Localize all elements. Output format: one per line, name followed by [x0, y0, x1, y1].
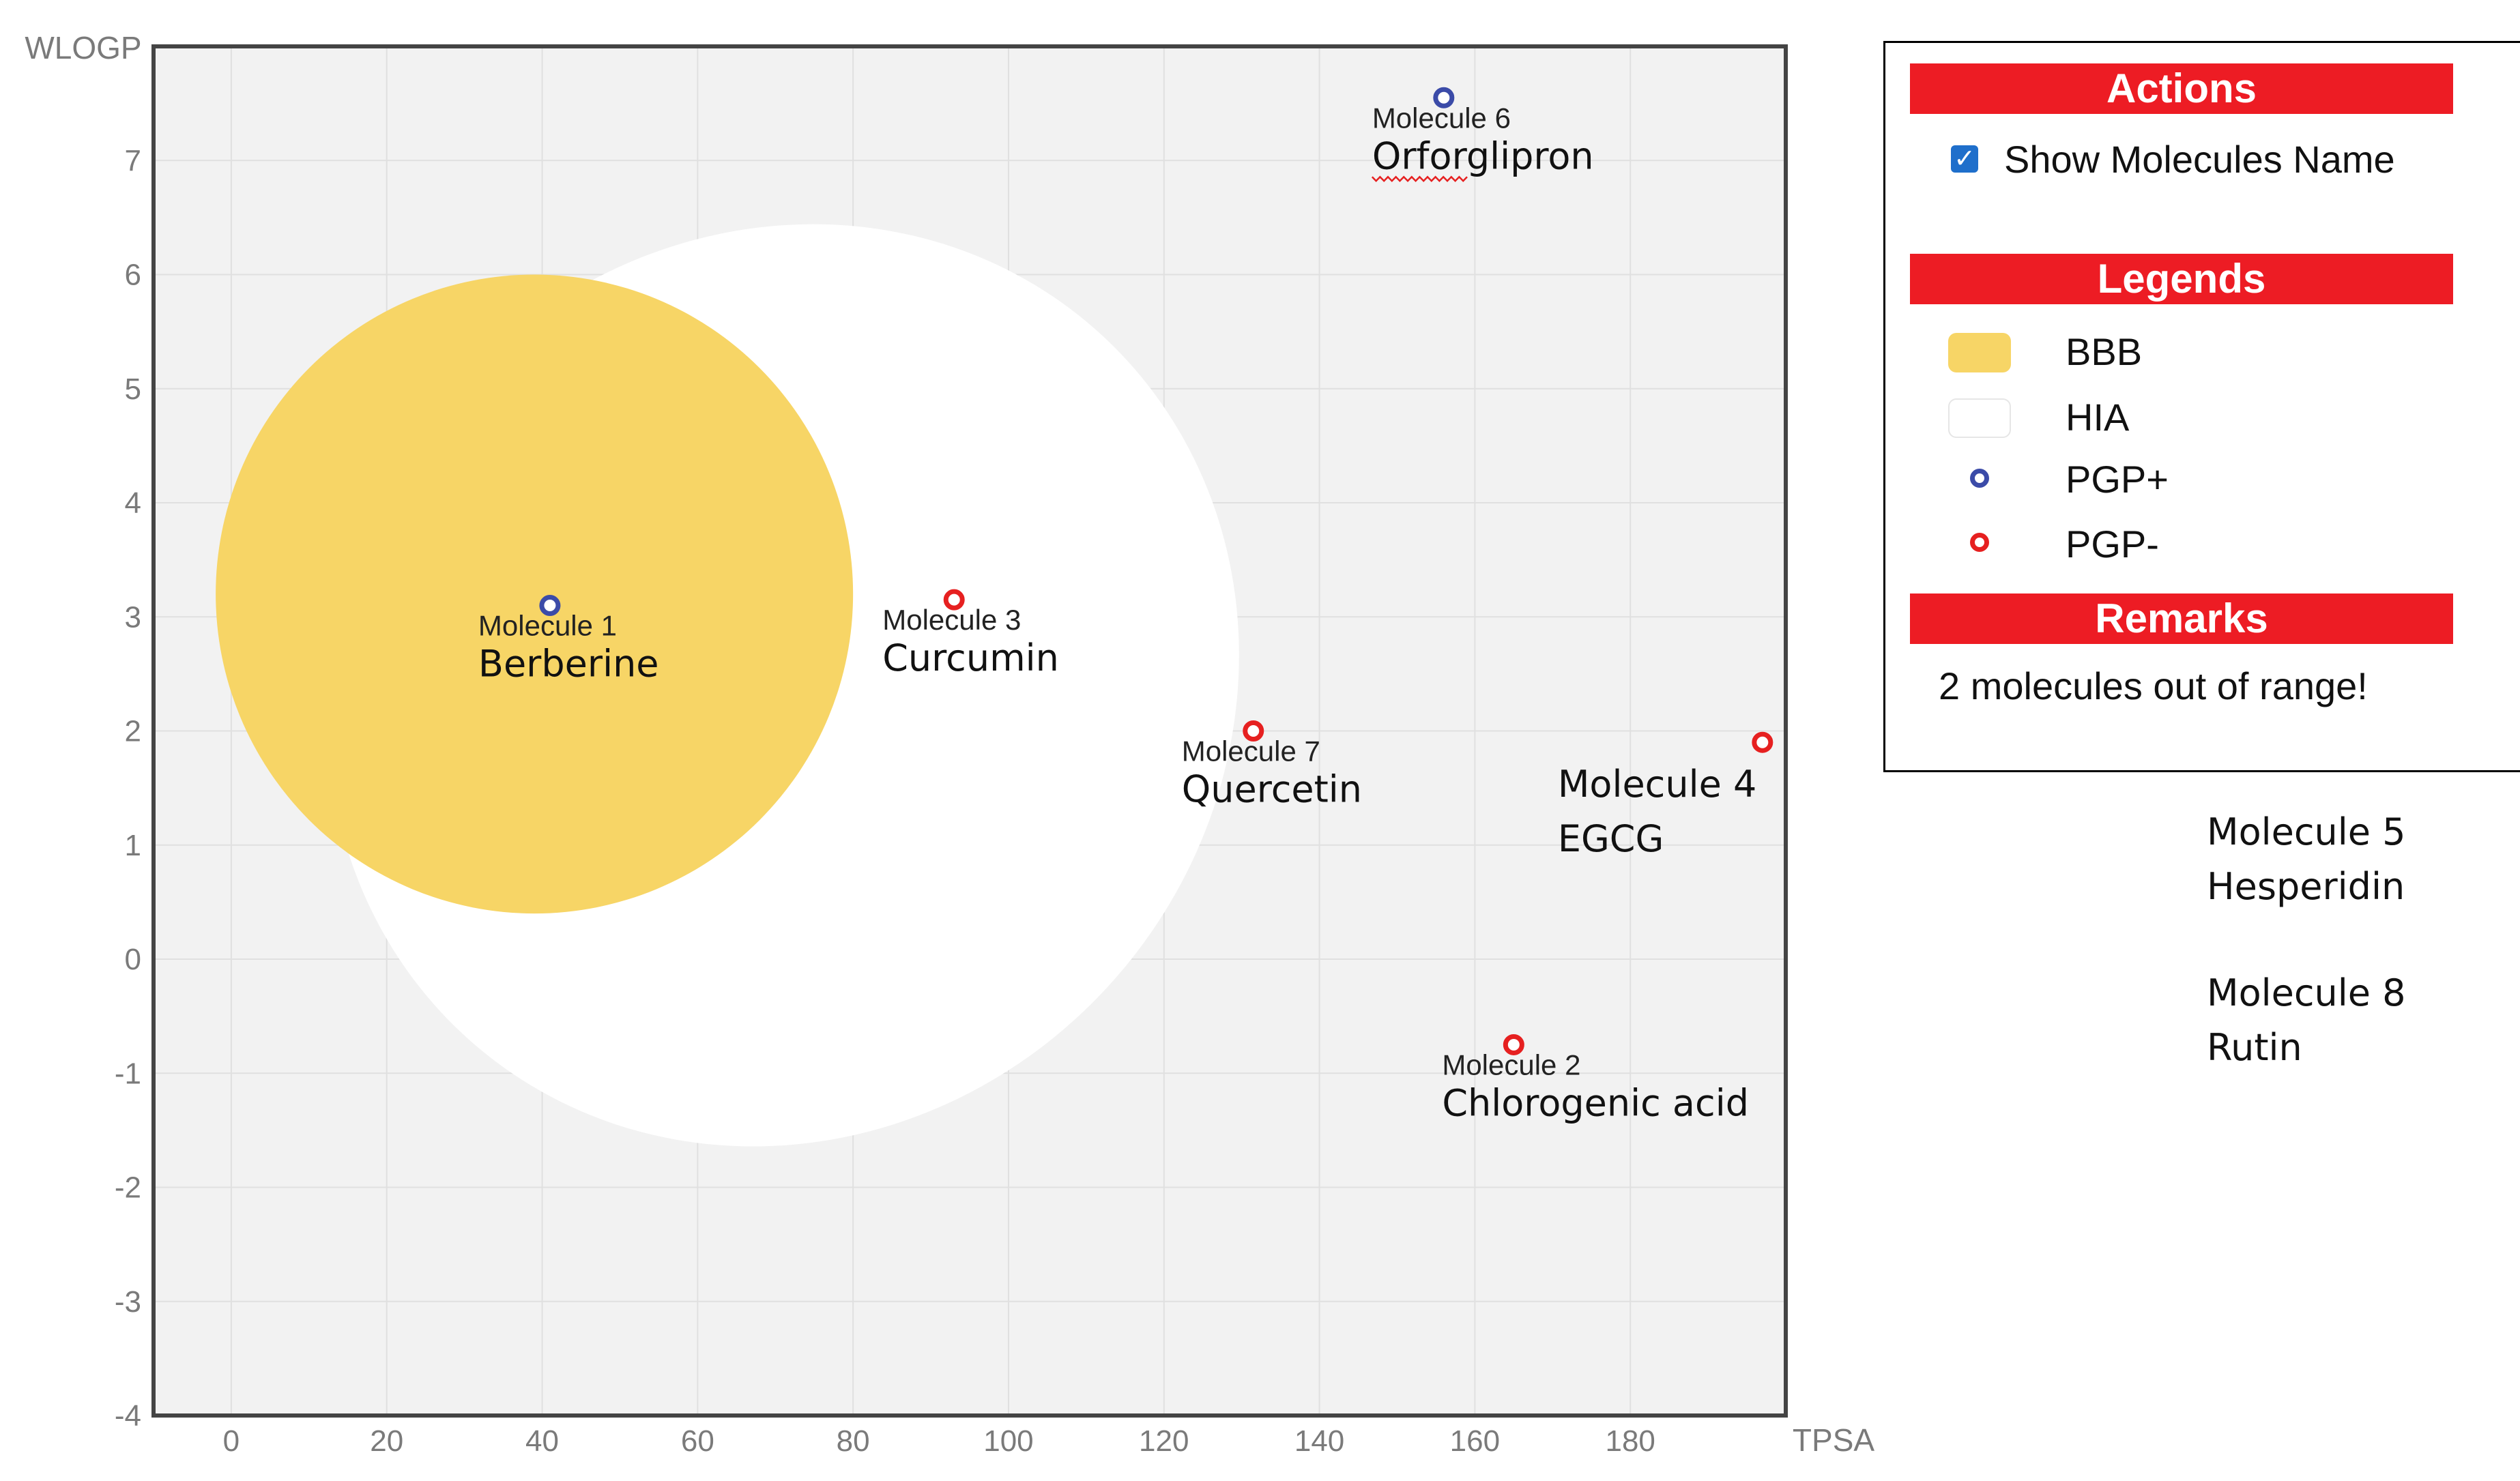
point-id-label: Molecule 2	[1442, 1049, 1580, 1081]
pgp-minus-point	[1503, 1033, 1524, 1055]
point-id-label: Molecule 1	[478, 610, 617, 642]
actions-header: Actions	[1910, 63, 2453, 114]
pgp-minus-marker-icon	[1970, 533, 1989, 552]
point-name-label: Chlorogenic acid	[1442, 1081, 1749, 1124]
point-name-label: Quercetin	[1182, 768, 1362, 811]
point-name-label: EGCG	[1558, 817, 1664, 860]
x-axis-label: TPSA	[1793, 1422, 1874, 1458]
bbb-swatch-icon	[1948, 333, 2011, 372]
pgp-minus-point	[943, 589, 965, 611]
pgp-minus-point	[1752, 731, 1773, 753]
plot-frame	[151, 44, 1788, 1418]
x-tick-label: 120	[1139, 1424, 1189, 1458]
x-tick-label: 180	[1605, 1424, 1655, 1458]
remarks-header: Remarks	[1910, 593, 2453, 644]
point-name-label: Berberine	[478, 643, 659, 686]
y-tick-label: 1	[125, 829, 141, 862]
point-id-label: Molecule 6	[1372, 102, 1511, 134]
hia-swatch-icon	[1948, 398, 2011, 438]
ticks: 0 20 40 60 80 100 120 140 160 180 -4 -3 -2 -1 0 1 2 3 4 5 6 7	[115, 144, 1655, 1458]
y-tick-label: -3	[115, 1285, 141, 1319]
legend-pgp-plus-label: PGP+	[2066, 458, 2169, 501]
point-id-label: Molecule 7	[1182, 735, 1320, 767]
point-id-label: Molecule 4	[1558, 763, 1757, 806]
y-tick-label: -2	[115, 1171, 141, 1205]
spellcheck-underline	[1371, 175, 1468, 183]
out-of-range-id: Molecule 5	[2207, 810, 2406, 853]
x-tick-label: 40	[525, 1424, 559, 1458]
pgp-plus-point	[1433, 87, 1455, 108]
x-tick-label: 0	[223, 1424, 240, 1458]
x-tick-label: 160	[1450, 1424, 1500, 1458]
bbb-region	[216, 274, 854, 914]
out-of-range-molecule-8: Molecule 8 Rutin	[2207, 966, 2406, 1075]
y-tick-label: 0	[125, 943, 141, 976]
regions	[216, 224, 1239, 1147]
x-tick-label: 80	[837, 1424, 870, 1458]
actions-panel: Actions ✓ Show Molecules Name Legends BB…	[1883, 41, 2520, 772]
legend-pgp-minus-label: PGP-	[2066, 523, 2159, 566]
out-of-range-name: Rutin	[2207, 1026, 2302, 1069]
y-tick-label: 4	[125, 486, 141, 520]
point-name-label: Orforglipron	[1372, 134, 1594, 177]
y-tick-label: -4	[115, 1399, 141, 1433]
point-name-label: Curcumin	[882, 636, 1059, 679]
pgp-minus-point	[1243, 720, 1264, 742]
x-tick-label: 60	[681, 1424, 714, 1458]
y-tick-label: 5	[125, 372, 141, 406]
out-of-range-id: Molecule 8	[2207, 971, 2406, 1014]
pgp-plus-point	[539, 595, 561, 617]
x-tick-label: 20	[370, 1424, 403, 1458]
y-tick-label: 3	[125, 600, 141, 634]
pgp-plus-marker-icon	[1970, 469, 1989, 488]
data-point: Molecule 4 EGCG	[1558, 731, 1773, 860]
x-tick-label: 100	[983, 1424, 1033, 1458]
y-tick-label: -1	[115, 1057, 141, 1090]
show-names-label[interactable]: Show Molecules Name	[2004, 138, 2395, 181]
y-axis-label: WLOGP	[25, 30, 141, 65]
out-of-range-molecule-5: Molecule 5 Hesperidin	[2207, 805, 2406, 914]
show-names-checkbox[interactable]: ✓	[1951, 145, 1978, 173]
point-id-label: Molecule 3	[882, 604, 1021, 636]
legend-bbb-label: BBB	[2066, 330, 2143, 373]
legend-hia-label: HIA	[2066, 396, 2130, 439]
y-tick-label: 7	[125, 144, 141, 177]
legends-header: Legends	[1910, 254, 2453, 304]
y-tick-label: 2	[125, 715, 141, 748]
remarks-text: 2 molecules out of range!	[1939, 664, 2368, 707]
x-tick-label: 140	[1294, 1424, 1344, 1458]
y-tick-label: 6	[125, 259, 141, 292]
out-of-range-name: Hesperidin	[2207, 865, 2405, 908]
